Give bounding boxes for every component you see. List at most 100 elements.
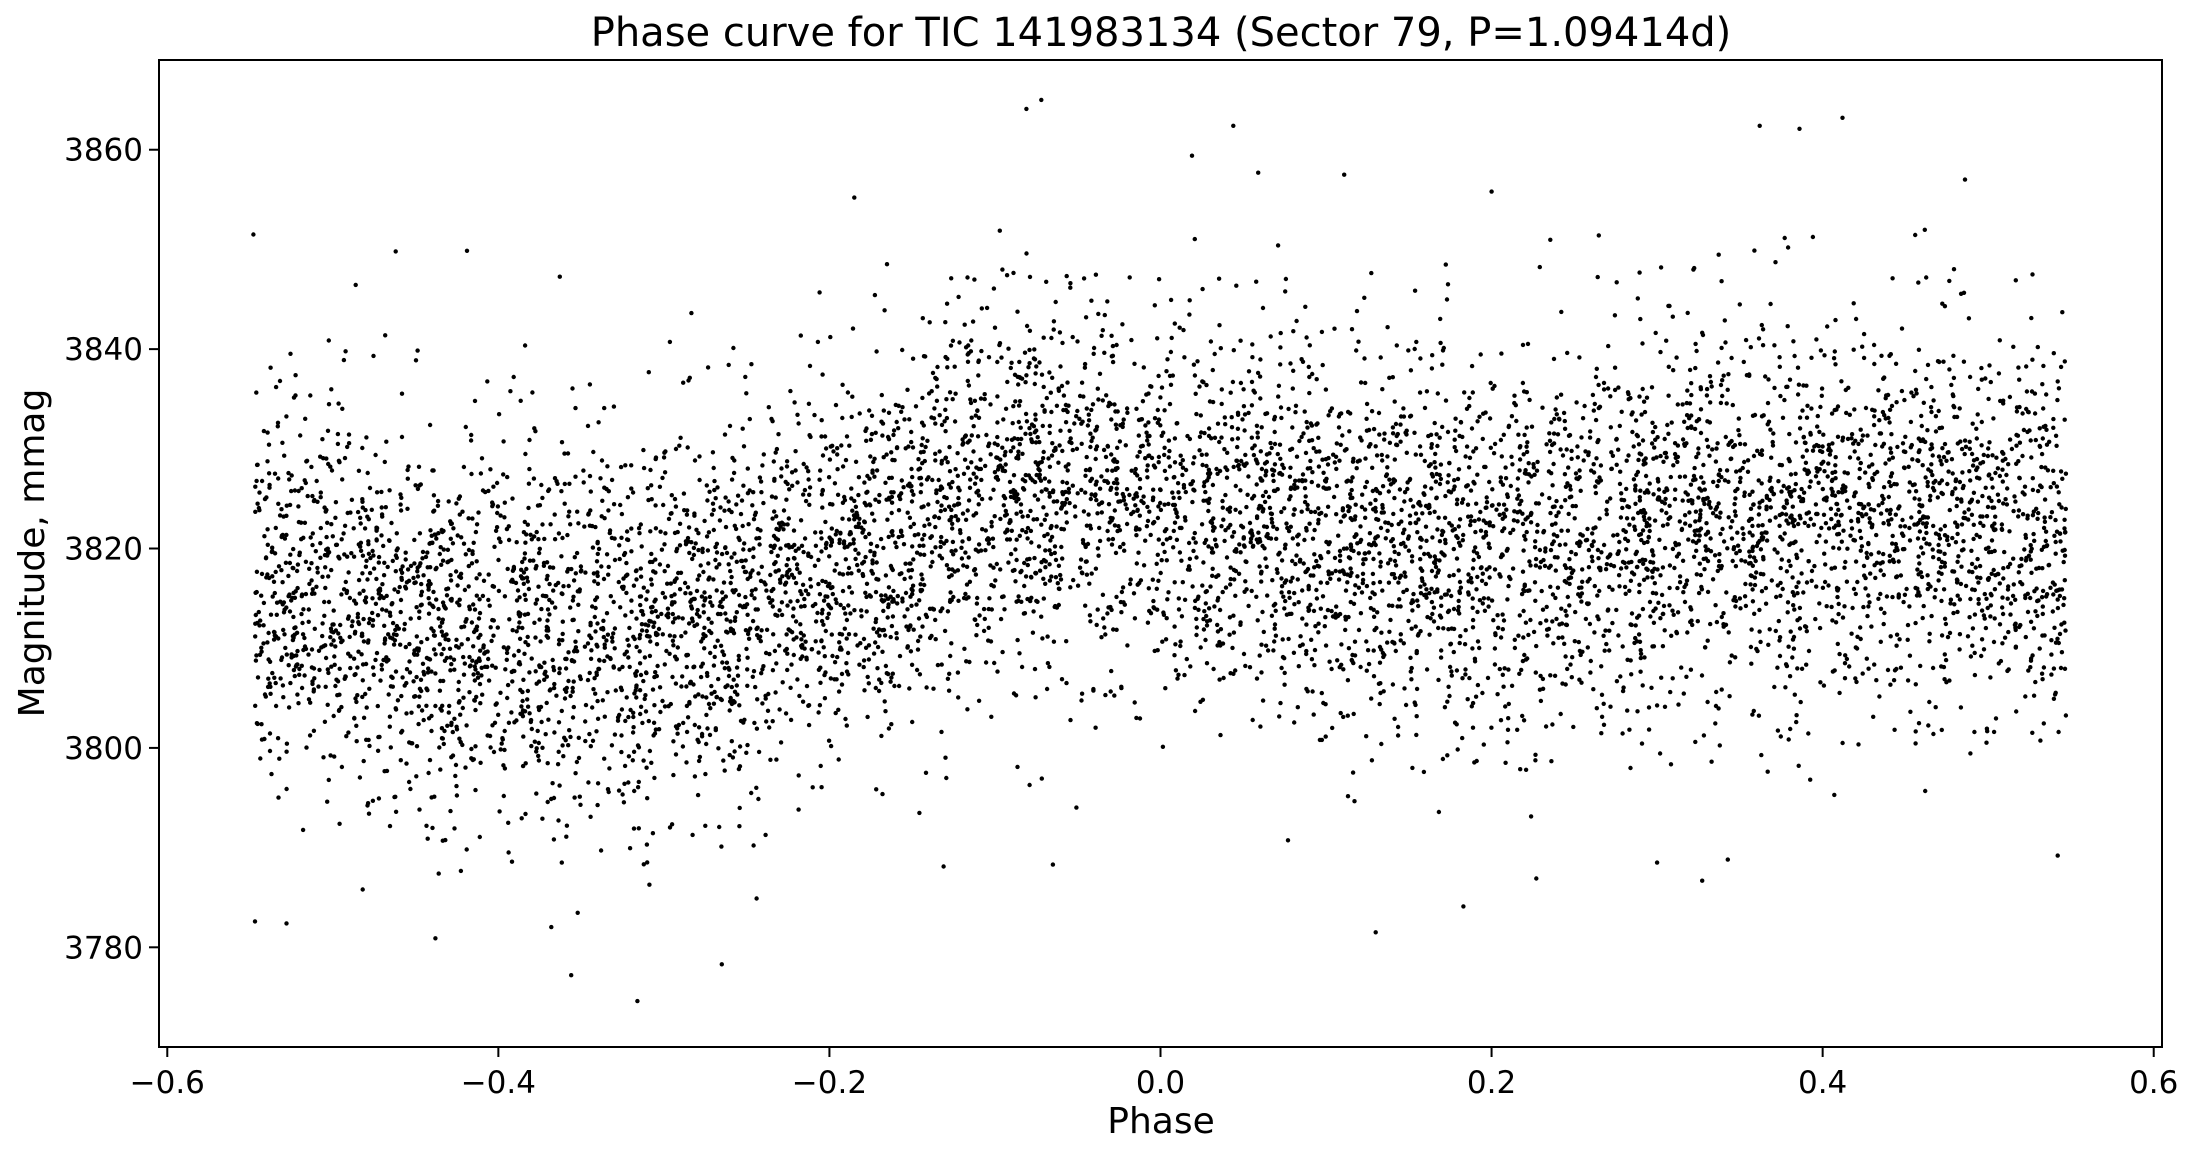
- data-point: [2040, 604, 2046, 609]
- data-point: [751, 554, 756, 560]
- data-point: [523, 597, 528, 602]
- data-point: [1990, 453, 1995, 458]
- data-point: [1024, 251, 1029, 256]
- data-point: [1303, 569, 1308, 575]
- data-point: [1520, 380, 1526, 386]
- data-point: [1295, 542, 1301, 547]
- data-point: [1155, 515, 1161, 521]
- data-point: [1368, 442, 1373, 447]
- data-point: [904, 624, 909, 629]
- data-point: [1635, 296, 1641, 301]
- data-point: [574, 759, 580, 765]
- data-point: [1032, 381, 1038, 387]
- data-point: [709, 620, 714, 625]
- data-point: [1501, 684, 1506, 689]
- data-point: [873, 640, 878, 645]
- data-point: [1003, 449, 1008, 455]
- data-point: [876, 688, 882, 694]
- data-point: [601, 634, 606, 640]
- data-point: [1799, 548, 1804, 553]
- data-point: [269, 549, 274, 555]
- data-point: [466, 563, 471, 569]
- data-point: [784, 459, 790, 464]
- data-point: [1133, 470, 1138, 476]
- data-point: [886, 671, 891, 677]
- data-point: [1122, 548, 1127, 553]
- data-point: [1563, 484, 1569, 489]
- data-point: [749, 592, 754, 598]
- data-point: [1926, 467, 1931, 472]
- data-point: [463, 619, 468, 624]
- data-point: [834, 562, 839, 567]
- data-point: [1460, 497, 1466, 502]
- data-point: [1844, 579, 1850, 584]
- data-point: [1781, 483, 1786, 489]
- data-point: [1529, 424, 1535, 429]
- data-point: [1774, 594, 1779, 600]
- data-point: [939, 461, 944, 466]
- data-point: [1299, 434, 1304, 440]
- data-point: [1947, 507, 1953, 513]
- data-point: [1287, 595, 1292, 600]
- data-point: [1548, 673, 1553, 678]
- data-point: [297, 552, 302, 558]
- data-point: [1250, 717, 1255, 723]
- data-point: [2051, 416, 2056, 422]
- data-point: [602, 756, 607, 761]
- data-point: [1172, 460, 1178, 465]
- data-point: [1316, 621, 1321, 626]
- data-point: [1215, 622, 1220, 628]
- data-point: [1569, 549, 1574, 555]
- data-point: [1432, 561, 1438, 566]
- data-point: [286, 470, 291, 476]
- data-point: [1775, 665, 1780, 670]
- data-point: [906, 444, 911, 449]
- data-point: [452, 667, 457, 672]
- data-point: [589, 648, 594, 653]
- data-point: [745, 612, 750, 617]
- data-point: [1979, 653, 1984, 659]
- data-point: [1212, 435, 1218, 440]
- data-point: [1614, 679, 1620, 684]
- data-point: [1814, 584, 1819, 589]
- data-point: [795, 598, 800, 604]
- data-point: [828, 606, 834, 611]
- data-point: [861, 658, 867, 663]
- data-point: [1708, 400, 1713, 405]
- data-point: [1983, 485, 1988, 490]
- data-point: [356, 649, 361, 654]
- data-point: [1230, 534, 1235, 539]
- data-point: [1921, 536, 1927, 541]
- data-point: [1751, 555, 1757, 560]
- data-point: [1939, 727, 1945, 733]
- data-point: [1378, 355, 1383, 360]
- data-point: [704, 695, 709, 700]
- data-point: [1260, 493, 1266, 499]
- data-point: [1525, 341, 1531, 347]
- data-point: [549, 924, 554, 930]
- data-point: [1096, 553, 1101, 558]
- data-point: [1042, 517, 1048, 522]
- data-point: [1155, 336, 1160, 341]
- data-point: [1459, 500, 1465, 505]
- data-point: [1039, 614, 1044, 619]
- data-point: [653, 503, 658, 508]
- data-point: [1415, 598, 1420, 603]
- data-point: [496, 712, 501, 717]
- data-point: [874, 349, 879, 354]
- data-point: [1572, 639, 1578, 644]
- data-point: [1913, 232, 1918, 238]
- data-point: [1651, 553, 1656, 558]
- data-point: [947, 390, 953, 395]
- data-point: [432, 532, 437, 537]
- data-point: [1750, 489, 1755, 494]
- data-point: [325, 667, 330, 672]
- data-point: [789, 470, 795, 475]
- data-point: [903, 561, 908, 566]
- data-point: [1333, 568, 1338, 574]
- data-point: [779, 612, 785, 618]
- data-point: [1933, 705, 1938, 710]
- data-point: [1445, 480, 1450, 485]
- data-point: [498, 690, 503, 695]
- data-point: [1542, 563, 1548, 569]
